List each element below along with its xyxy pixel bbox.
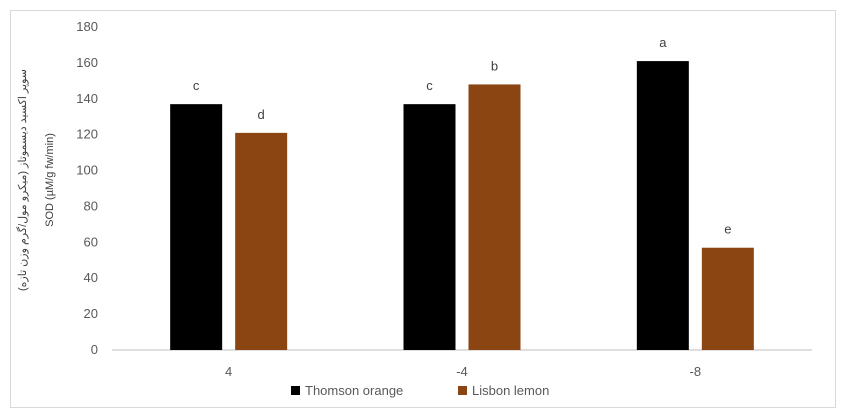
x-tick-label: -4 (456, 364, 468, 379)
bar-thomson-orange (636, 61, 689, 350)
legend-label-thomson-orange: Thomson orange (305, 383, 403, 398)
y-tick-label: 160 (76, 55, 98, 70)
data-label: a (659, 35, 667, 50)
y-axis-ticks: 0 20 40 60 80 100 120 140 160 180 (76, 19, 98, 357)
y-tick-label: 20 (84, 306, 98, 321)
bar-lisbon-lemon (235, 132, 288, 350)
legend: Thomson orange Lisbon lemon (291, 383, 549, 398)
bars: c d c b a e (170, 35, 754, 351)
y-axis-label-persian: سوپر اکسید دیسموتاز (میکرو مول/گرم وزن ت… (16, 69, 29, 291)
y-tick-label: 40 (84, 270, 98, 285)
data-label: e (724, 222, 731, 237)
y-tick-label: 0 (91, 342, 98, 357)
y-tick-label: 180 (76, 19, 98, 34)
x-tick-label: 4 (225, 364, 232, 379)
bar-lisbon-lemon (468, 84, 521, 350)
data-label: d (258, 107, 265, 122)
legend-swatch-lisbon-lemon (458, 386, 467, 395)
y-axis-label: سوپر اکسید دیسموتاز (میکرو مول/گرم وزن ت… (16, 69, 56, 291)
data-label: b (491, 58, 498, 73)
y-axis-label-english: SOD (µM/g fw/min) (44, 133, 56, 227)
data-label: c (426, 78, 433, 93)
y-tick-label: 100 (76, 163, 98, 178)
x-tick-label: -8 (690, 364, 702, 379)
data-label: c (193, 78, 200, 93)
x-axis-ticks: 4 -4 -8 (225, 364, 701, 379)
legend-label-lisbon-lemon: Lisbon lemon (472, 383, 549, 398)
y-tick-label: 80 (84, 198, 98, 213)
y-tick-label: 60 (84, 234, 98, 249)
bar-thomson-orange (170, 104, 223, 351)
bar-lisbon-lemon (701, 247, 754, 350)
y-tick-label: 140 (76, 91, 98, 106)
y-tick-label: 120 (76, 127, 98, 142)
bar-thomson-orange (403, 104, 456, 351)
legend-swatch-thomson-orange (291, 386, 300, 395)
